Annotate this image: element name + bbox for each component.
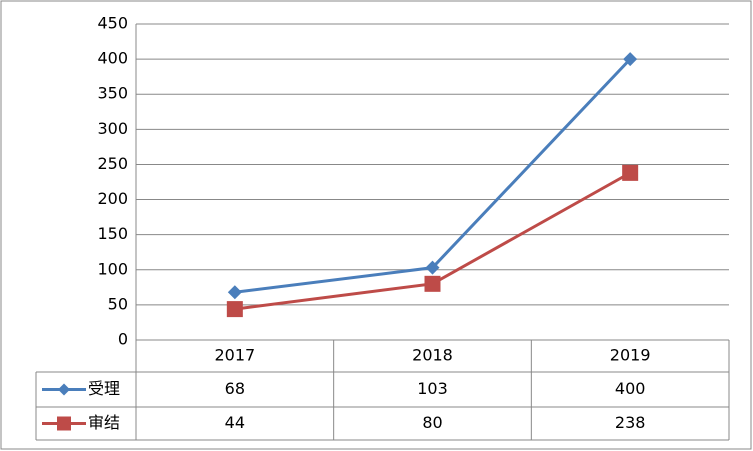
x-tick-label: 2018: [412, 346, 453, 365]
point: [227, 285, 242, 300]
legend-label: 受理: [88, 379, 120, 398]
point: [622, 164, 639, 181]
y-tick-label: 400: [97, 49, 128, 68]
point: [623, 52, 638, 67]
x-tick-label: 2017: [214, 346, 255, 365]
table-value: 44: [225, 413, 245, 432]
table-value: 238: [615, 413, 646, 432]
y-tick-label: 300: [97, 119, 128, 138]
legend-label: 审结: [88, 413, 120, 432]
point: [226, 301, 243, 318]
y-tick-label: 100: [97, 259, 128, 278]
x-tick-label: 2019: [610, 346, 651, 365]
y-tick-label: 350: [97, 84, 128, 103]
legend-marker: [58, 383, 70, 396]
point: [425, 260, 440, 275]
y-tick-label: 150: [97, 224, 128, 243]
table-value: 80: [422, 413, 442, 432]
y-tick-label: 250: [97, 154, 128, 173]
y-tick-label: 450: [97, 14, 128, 33]
table-value: 103: [417, 379, 448, 398]
legend-marker: [57, 416, 71, 431]
table-value: 68: [225, 379, 245, 398]
table-value: 400: [615, 379, 646, 398]
y-tick-label: 200: [97, 189, 128, 208]
y-tick-label: 0: [118, 330, 128, 349]
point: [424, 275, 441, 292]
y-tick-label: 50: [108, 294, 128, 313]
